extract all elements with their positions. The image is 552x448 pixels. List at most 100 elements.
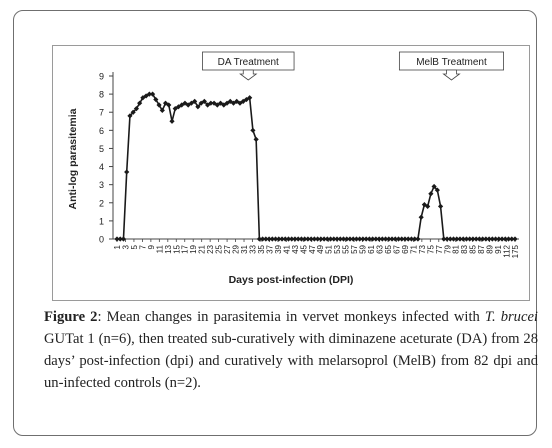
- data-point: [392, 236, 398, 242]
- data-point: [272, 236, 279, 242]
- data-point: [159, 107, 165, 114]
- data-point: [489, 236, 495, 242]
- x-tick-label: 49: [316, 244, 325, 253]
- x-tick-label: 75: [426, 244, 435, 253]
- y-tick-label: 1: [99, 216, 104, 226]
- chart-series: [114, 91, 518, 242]
- data-point: [470, 236, 476, 242]
- data-point: [169, 118, 175, 124]
- data-point: [324, 236, 330, 242]
- annotation-arrow: [442, 69, 461, 81]
- data-point: [344, 236, 350, 242]
- data-point: [441, 236, 447, 242]
- data-point: [399, 236, 405, 242]
- x-tick-label: 73: [418, 244, 427, 253]
- x-tick-label: 67: [392, 244, 401, 253]
- x-tick-label: 47: [308, 244, 317, 253]
- data-point: [483, 236, 489, 242]
- annotation-callout: MelB Treatment: [398, 51, 504, 81]
- x-tick-label: 71: [409, 244, 418, 253]
- x-tick-label: 25: [215, 244, 224, 253]
- data-point: [486, 236, 492, 242]
- data-point: [143, 93, 149, 99]
- data-point: [237, 100, 243, 106]
- data-point: [260, 236, 266, 242]
- x-tick-label: 91: [494, 244, 503, 253]
- figure-panel: 0 1 2 3 4 5 6 7 8 9 1 3 5 7 9 11 13 15 17 19 21 23 25 27 29 31 33 3…: [52, 45, 530, 301]
- x-tick-label: 7: [138, 244, 147, 249]
- data-point: [463, 236, 470, 242]
- x-tick-label: 45: [299, 244, 308, 253]
- x-tick-label: 55: [342, 244, 351, 253]
- data-point: [444, 236, 450, 242]
- data-point: [454, 236, 460, 242]
- data-point: [357, 236, 363, 242]
- y-tick-label: 6: [99, 126, 104, 136]
- data-point: [120, 236, 127, 242]
- x-tick-label: 39: [274, 244, 283, 253]
- data-point: [124, 169, 130, 175]
- data-point: [447, 236, 453, 242]
- data-point: [502, 236, 508, 242]
- data-point: [499, 236, 505, 242]
- x-tick-label: 81: [452, 244, 461, 253]
- y-tick-label: 7: [99, 108, 104, 118]
- x-tick-label: 175: [511, 244, 520, 258]
- x-tick-label: 13: [164, 244, 173, 253]
- data-point: [188, 100, 195, 106]
- data-point: [253, 136, 259, 142]
- x-tick-label: 51: [325, 244, 334, 253]
- data-point: [434, 187, 440, 193]
- data-point: [437, 203, 444, 209]
- caption-label: Figure 2: [44, 309, 98, 325]
- data-point: [315, 236, 321, 242]
- x-tick-label: 87: [477, 244, 486, 253]
- y-tick-label: 3: [99, 180, 104, 190]
- data-point: [295, 236, 301, 242]
- annotation-label: DA Treatment: [218, 57, 279, 68]
- data-point: [156, 102, 162, 108]
- x-tick-label: 27: [223, 244, 232, 253]
- data-point: [149, 91, 156, 97]
- data-point: [480, 236, 486, 242]
- data-point: [353, 236, 360, 242]
- data-point: [263, 236, 269, 242]
- data-point: [370, 236, 376, 242]
- data-point: [302, 236, 308, 242]
- y-tick-label: 9: [99, 72, 104, 82]
- data-point: [292, 236, 298, 242]
- x-tick-label: 77: [435, 244, 444, 253]
- x-tick-label: 43: [291, 244, 300, 253]
- data-point: [425, 203, 431, 209]
- data-point: [467, 236, 473, 242]
- data-point: [208, 100, 214, 106]
- data-point: [146, 91, 152, 97]
- data-point: [337, 236, 343, 242]
- data-point: [318, 236, 324, 242]
- annotation-arrow: [239, 69, 258, 81]
- data-point: [366, 236, 372, 242]
- x-tick-label: 63: [376, 244, 385, 253]
- x-tick-label: 59: [359, 244, 368, 253]
- data-point: [117, 236, 123, 242]
- data-point: [166, 102, 172, 108]
- data-point: [395, 236, 402, 242]
- y-tick-label: 4: [99, 162, 104, 172]
- y-axis-label: Anti-log parasitemia: [67, 108, 79, 209]
- x-tick-label: 89: [486, 244, 495, 253]
- x-tick-label: 23: [206, 244, 215, 253]
- x-tick-label: 53: [333, 244, 342, 253]
- data-point: [305, 236, 311, 242]
- data-point: [334, 236, 340, 242]
- y-tick-label: 5: [99, 144, 104, 154]
- data-point: [247, 95, 253, 101]
- data-point: [205, 102, 211, 108]
- data-point: [457, 236, 463, 242]
- data-point: [221, 102, 227, 108]
- x-tick-label: 21: [198, 244, 207, 253]
- data-point: [376, 236, 382, 242]
- data-point: [133, 106, 140, 112]
- data-point: [431, 183, 437, 190]
- x-tick-label: 37: [265, 244, 274, 253]
